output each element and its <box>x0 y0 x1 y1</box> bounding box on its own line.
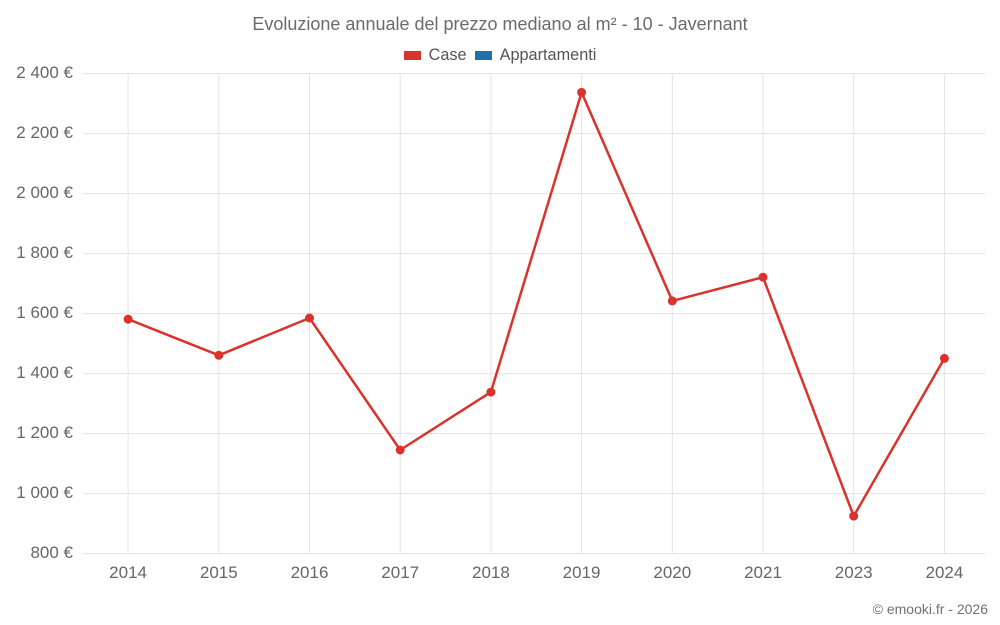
svg-text:2016: 2016 <box>291 563 329 582</box>
svg-text:2023: 2023 <box>835 563 873 582</box>
svg-text:2017: 2017 <box>381 563 419 582</box>
svg-text:1 200 €: 1 200 € <box>16 423 73 442</box>
svg-text:2020: 2020 <box>653 563 691 582</box>
svg-text:2 000 €: 2 000 € <box>16 183 73 202</box>
svg-text:1 800 €: 1 800 € <box>16 243 73 262</box>
svg-text:1 600 €: 1 600 € <box>16 303 73 322</box>
svg-text:2024: 2024 <box>925 563 963 582</box>
svg-text:2 400 €: 2 400 € <box>16 63 73 82</box>
svg-text:1 400 €: 1 400 € <box>16 363 73 382</box>
svg-text:2021: 2021 <box>744 563 782 582</box>
svg-text:2014: 2014 <box>109 563 147 582</box>
svg-text:2018: 2018 <box>472 563 510 582</box>
svg-text:1 000 €: 1 000 € <box>16 483 73 502</box>
svg-text:2 200 €: 2 200 € <box>16 123 73 142</box>
svg-text:2019: 2019 <box>563 563 601 582</box>
svg-text:800 €: 800 € <box>30 543 73 562</box>
svg-text:2015: 2015 <box>200 563 238 582</box>
